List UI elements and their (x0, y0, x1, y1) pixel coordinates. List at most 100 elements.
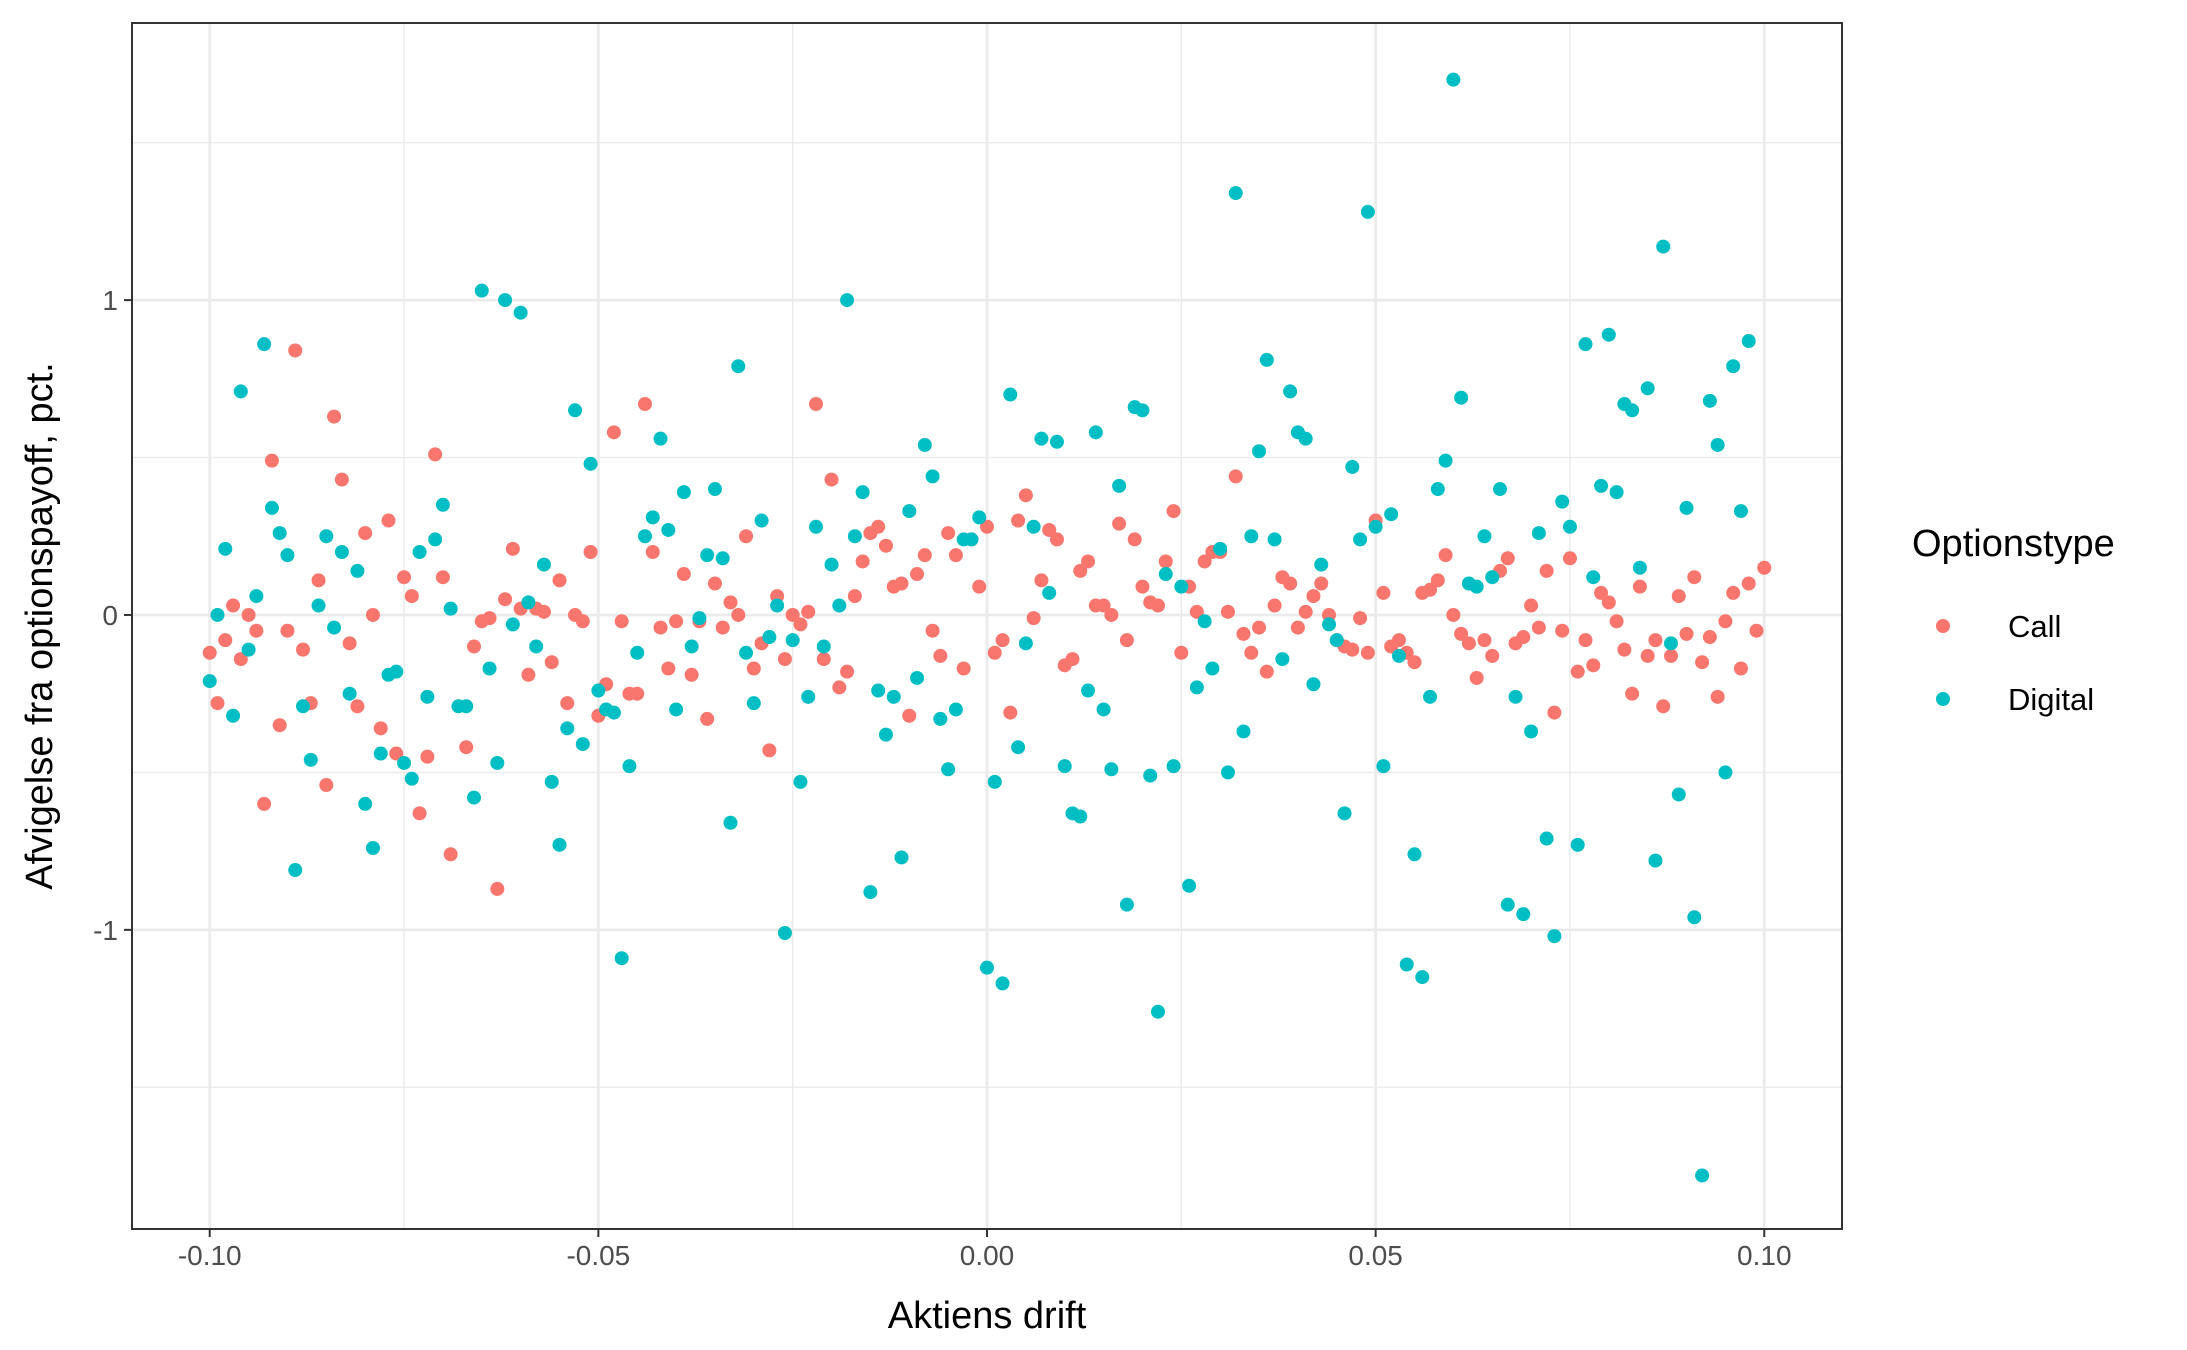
point (661, 661, 676, 676)
point (1733, 661, 1748, 676)
point (715, 551, 730, 566)
point (373, 721, 388, 736)
point (801, 604, 816, 619)
point (948, 548, 963, 563)
y-tick-label: 1 (102, 285, 118, 316)
point (420, 689, 435, 704)
point (1267, 532, 1282, 547)
point (521, 595, 536, 610)
point (777, 652, 792, 667)
point (770, 598, 785, 613)
point (980, 960, 994, 975)
point (296, 699, 310, 714)
point (397, 755, 412, 770)
point (1158, 567, 1173, 582)
point (684, 667, 699, 682)
point (1493, 482, 1507, 497)
point (1376, 585, 1391, 600)
point (762, 630, 777, 645)
point (1189, 604, 1204, 619)
point (241, 607, 256, 622)
point (809, 397, 823, 412)
point (249, 623, 264, 638)
point (684, 639, 699, 654)
point (327, 620, 342, 635)
point (342, 686, 357, 701)
point (342, 636, 357, 651)
point (536, 604, 551, 619)
point (1601, 327, 1616, 342)
point (746, 661, 761, 676)
point (1042, 522, 1057, 537)
point (1430, 482, 1445, 497)
point (210, 607, 225, 622)
point (319, 778, 334, 793)
point (1625, 403, 1640, 418)
point (1065, 652, 1080, 667)
point (1018, 636, 1033, 651)
point (1049, 434, 1064, 449)
point (1174, 579, 1189, 594)
point (1391, 633, 1406, 648)
point (1555, 494, 1570, 509)
point (226, 598, 241, 613)
point (1594, 478, 1609, 493)
point (622, 759, 637, 774)
point (1391, 648, 1406, 663)
point (1220, 604, 1235, 619)
point (1314, 576, 1329, 591)
point (863, 885, 878, 900)
point (544, 655, 559, 670)
point (676, 485, 691, 500)
point (606, 705, 621, 720)
point (816, 652, 831, 667)
point (1298, 431, 1313, 446)
point (995, 976, 1010, 991)
point (218, 633, 233, 648)
point (1477, 529, 1492, 544)
point (257, 337, 272, 352)
point (1360, 645, 1375, 660)
point (762, 743, 777, 758)
point (1119, 633, 1134, 648)
point (1252, 444, 1267, 459)
point (855, 485, 870, 500)
point (459, 699, 474, 714)
point (878, 538, 893, 553)
point (1741, 576, 1756, 591)
point (443, 601, 458, 616)
point (894, 576, 909, 591)
point (785, 607, 800, 622)
point (1485, 648, 1500, 663)
point (303, 752, 318, 767)
point (1368, 519, 1383, 534)
point (1695, 1168, 1710, 1183)
point (816, 639, 831, 654)
point (638, 397, 652, 412)
point (536, 557, 551, 572)
point (871, 519, 886, 534)
series (202, 72, 1756, 1183)
point (941, 762, 956, 777)
point (412, 806, 427, 821)
point (1609, 485, 1624, 500)
point (1415, 970, 1430, 985)
point (358, 796, 373, 811)
legend-marker (1936, 692, 1950, 706)
point (280, 548, 295, 563)
x-tick-label: -0.05 (566, 1240, 630, 1271)
point (218, 541, 233, 556)
point (498, 592, 513, 607)
point (1516, 907, 1531, 922)
point (1011, 513, 1026, 528)
point (1306, 677, 1321, 692)
point (529, 639, 544, 654)
point (1578, 337, 1593, 352)
point (1081, 683, 1096, 698)
point (1531, 620, 1546, 635)
point (1026, 611, 1041, 626)
point (1562, 519, 1577, 534)
point (1461, 636, 1476, 651)
point (365, 607, 380, 622)
point (980, 519, 994, 534)
